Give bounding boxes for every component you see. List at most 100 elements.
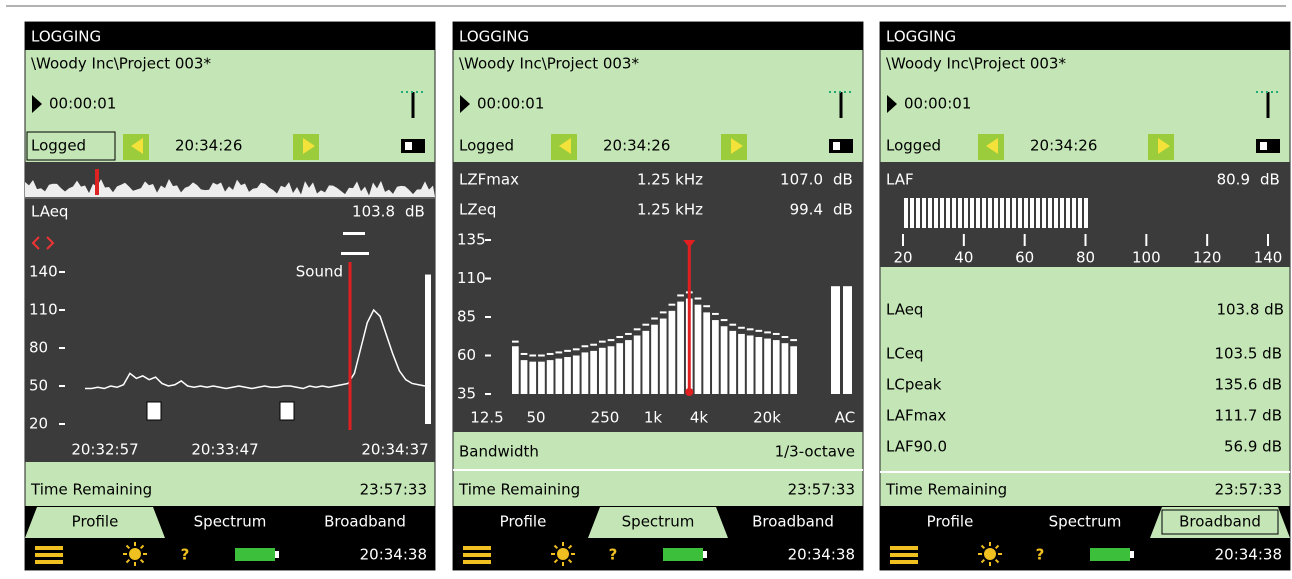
frequency: 1.25 kHz <box>637 171 703 189</box>
y-tick-label: 85 <box>457 308 476 326</box>
spectrum-bar <box>790 346 797 394</box>
y-tick-label: 140 <box>29 263 58 281</box>
device-screen: LOGGING\Woody Inc\Project 003*00:00:01Lo… <box>880 22 1290 570</box>
spectrum-bar <box>764 339 771 394</box>
menu-icon[interactable] <box>35 553 63 557</box>
status-value: 23:57:33 <box>788 481 855 499</box>
tab[interactable]: Broadband <box>752 513 834 531</box>
max-hold-mark <box>790 339 797 341</box>
cursor-label: Sound <box>296 263 343 281</box>
frequency: 1.25 kHz <box>637 201 703 219</box>
tab[interactable]: Profile <box>927 513 974 531</box>
marker-icon <box>341 252 369 255</box>
menu-icon[interactable] <box>463 546 491 550</box>
spectrum-bar <box>721 326 728 394</box>
help-icon[interactable]: ? <box>1036 546 1045 564</box>
menu-icon[interactable] <box>890 553 918 557</box>
menu-icon[interactable] <box>890 546 918 550</box>
max-hold-mark <box>651 318 658 320</box>
measurement-label: LCpeak <box>886 376 942 394</box>
battery-icon <box>1130 551 1134 558</box>
backlight-icon[interactable] <box>984 548 996 560</box>
toggle-icon <box>1260 142 1267 150</box>
max-hold-mark <box>608 339 615 341</box>
parameter-unit: dB <box>833 171 853 189</box>
menu-icon[interactable] <box>35 560 63 564</box>
cursor-marker <box>685 388 693 396</box>
tab[interactable]: Profile <box>72 513 119 531</box>
y-tick-label: 80 <box>29 339 48 357</box>
y-tick-label: 110 <box>29 301 58 319</box>
instant-unit: dB <box>1260 171 1280 189</box>
toggle-icon <box>401 139 425 153</box>
status-label: Time Remaining <box>30 481 152 499</box>
broadband-bar <box>843 286 852 394</box>
spectrum-bar <box>660 319 667 394</box>
spectrum-bar <box>782 343 789 394</box>
measurement-value: 103.5 dB <box>1214 345 1282 363</box>
tab[interactable]: Spectrum <box>622 513 695 531</box>
tab[interactable]: Broadband <box>1179 513 1261 531</box>
help-icon[interactable]: ? <box>181 546 190 564</box>
tab[interactable]: Profile <box>500 513 547 531</box>
scale-tick-label: 100 <box>1132 249 1161 267</box>
max-hold-mark <box>512 341 519 343</box>
toggle-icon <box>833 142 840 150</box>
y-tick-label: 60 <box>457 346 476 364</box>
clock: 20:34:38 <box>788 546 855 564</box>
spectrum-bar <box>677 302 684 394</box>
menu-icon[interactable] <box>463 553 491 557</box>
spectrum-bar <box>555 359 562 394</box>
max-hold-mark <box>756 330 763 332</box>
x-tick-label: 20:33:47 <box>191 441 258 459</box>
scale-tick-label: 20 <box>893 249 912 267</box>
max-hold-mark <box>660 311 667 313</box>
status-value: 23:57:33 <box>1215 481 1282 499</box>
parameter-label: LZeq <box>459 201 496 219</box>
bandwidth-value: 1/3-octave <box>775 443 855 461</box>
backlight-icon[interactable] <box>557 548 569 560</box>
log-time: 20:34:26 <box>603 137 670 155</box>
battery-icon <box>663 548 703 561</box>
max-hold-mark <box>747 328 754 330</box>
spectrum-bar <box>599 348 606 394</box>
max-hold-mark <box>538 355 545 357</box>
max-hold-mark <box>634 328 641 330</box>
status-label: Time Remaining <box>885 481 1007 499</box>
spectrum-bar <box>669 311 676 394</box>
clock: 20:34:38 <box>360 546 427 564</box>
scale-tick-label: 140 <box>1254 249 1283 267</box>
status-value: 23:57:33 <box>360 481 427 499</box>
tab[interactable]: Spectrum <box>194 513 267 531</box>
max-hold-mark <box>782 336 789 338</box>
tab[interactable]: Broadband <box>324 513 406 531</box>
header-title: LOGGING <box>459 28 529 46</box>
spectrum-bar <box>573 356 580 395</box>
y-tick-label: 20 <box>29 415 48 433</box>
backlight-icon[interactable] <box>129 548 141 560</box>
x-tick-label: 4k <box>690 409 709 427</box>
instant-value: 80.9 <box>1217 171 1250 189</box>
device-screen: LOGGING\Woody Inc\Project 003*00:00:01Lo… <box>25 22 435 570</box>
log-time: 20:34:26 <box>1030 137 1097 155</box>
help-icon[interactable]: ? <box>609 546 618 564</box>
broadband-bar <box>425 275 431 424</box>
menu-icon[interactable] <box>35 546 63 550</box>
header-title: LOGGING <box>31 28 101 46</box>
x-tick-label: 20:34:37 <box>361 441 428 459</box>
max-hold-mark <box>721 319 728 321</box>
overview-cursor <box>95 169 99 195</box>
tab[interactable]: Spectrum <box>1049 513 1122 531</box>
header-title: LOGGING <box>886 28 956 46</box>
battery-icon <box>235 548 275 561</box>
spectrum-bar <box>616 343 623 394</box>
marker-icon <box>343 232 365 235</box>
log-time: 20:34:26 <box>175 137 242 155</box>
menu-icon[interactable] <box>463 560 491 564</box>
max-hold-mark <box>642 324 649 326</box>
menu-icon[interactable] <box>890 560 918 564</box>
spectrum-bar <box>651 325 658 394</box>
y-tick-label: 135 <box>457 231 486 249</box>
spectrum-bar <box>608 346 615 394</box>
instant-label: LAF <box>886 171 914 189</box>
